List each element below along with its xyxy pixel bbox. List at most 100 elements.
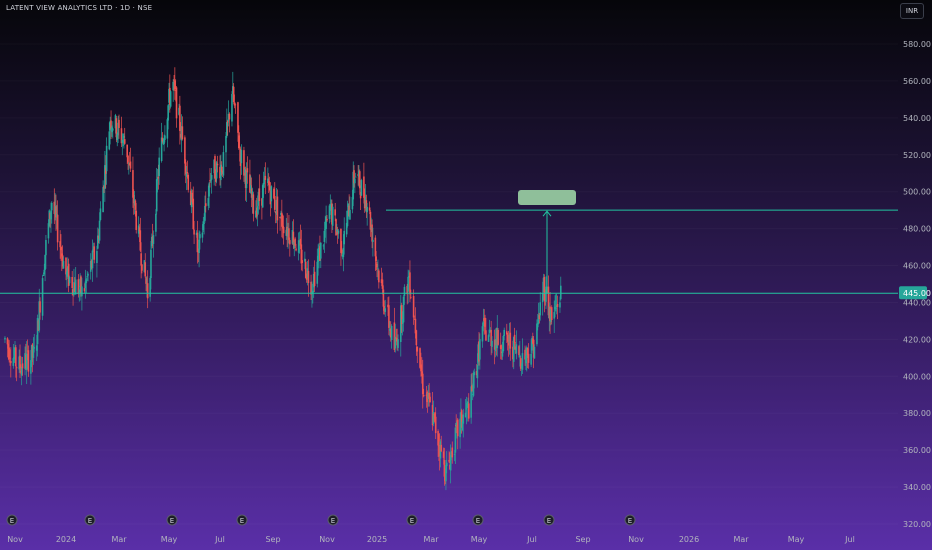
candle: [364, 184, 367, 212]
candle: [531, 336, 533, 354]
candle-body: [348, 205, 350, 217]
candle: [352, 161, 355, 207]
candle: [297, 232, 300, 261]
candle: [437, 429, 439, 457]
candle: [268, 176, 271, 192]
candle-body: [164, 135, 166, 140]
candle: [251, 187, 254, 214]
candle-body: [56, 214, 59, 243]
earnings-marker[interactable]: E: [406, 514, 418, 526]
candle-body: [72, 289, 74, 295]
candle: [555, 293, 557, 312]
currency-button[interactable]: INR: [900, 3, 924, 19]
candle-body: [201, 232, 204, 238]
candle: [86, 271, 88, 282]
candle-body: [20, 366, 23, 376]
candle-body: [351, 197, 354, 210]
candle: [175, 85, 178, 128]
candle-body: [169, 91, 172, 107]
candle: [419, 347, 421, 369]
target-arrow-head: [542, 210, 552, 217]
candle: [553, 300, 556, 333]
candle-body: [151, 235, 154, 244]
candle-body: [281, 225, 284, 229]
earnings-marker[interactable]: E: [327, 514, 339, 526]
horizontal-levels[interactable]: [0, 209, 898, 294]
candle-body: [442, 451, 445, 458]
candle: [190, 188, 193, 214]
target-label-box[interactable]: [518, 190, 576, 205]
candle-body: [156, 177, 159, 181]
candle: [420, 352, 422, 377]
candle-body: [555, 305, 558, 307]
candle-body: [395, 337, 398, 339]
candle: [196, 220, 199, 264]
candle: [123, 127, 126, 145]
candle: [25, 343, 27, 371]
candle-body: [331, 206, 334, 226]
candle-body: [402, 296, 405, 323]
candle-body: [102, 187, 104, 213]
earnings-marker[interactable]: E: [84, 514, 96, 526]
candle: [499, 332, 502, 360]
candle-body: [503, 329, 505, 336]
earnings-marker[interactable]: E: [6, 514, 18, 526]
candle-body: [544, 300, 546, 302]
candle-body: [506, 334, 509, 342]
candle-body: [204, 203, 207, 207]
candle: [341, 252, 344, 260]
candle-body: [393, 322, 396, 350]
candle: [526, 347, 529, 369]
candle-body: [44, 254, 46, 270]
candle-body: [331, 203, 333, 225]
candle: [47, 219, 50, 244]
candle-body: [312, 290, 314, 293]
target-projection[interactable]: [518, 190, 576, 294]
price-axis[interactable]: 580.00 560.00 540.00 520.00 500.00 480.00 460.…: [899, 40, 931, 529]
candle-body: [196, 232, 199, 253]
candle-body: [422, 394, 425, 397]
candle: [15, 366, 18, 382]
candle: [98, 212, 101, 244]
candle-body: [467, 403, 470, 419]
candle-body: [369, 211, 372, 230]
candle-body: [80, 276, 82, 294]
x-tick-label: Nov: [7, 535, 23, 544]
earnings-marker[interactable]: E: [624, 514, 636, 526]
candle: [381, 272, 384, 295]
candle: [275, 187, 278, 224]
candle: [4, 336, 6, 344]
earnings-marker[interactable]: E: [236, 514, 248, 526]
x-tick-label: Mar: [733, 535, 749, 544]
current-price-badge[interactable]: [899, 286, 927, 300]
candle: [21, 356, 24, 376]
candle-body: [231, 94, 233, 122]
candle: [262, 171, 265, 198]
candle-body: [144, 262, 147, 277]
candle-body: [42, 274, 45, 276]
candle: [180, 114, 183, 153]
candle: [226, 108, 228, 138]
x-tick-label: 2025: [367, 535, 387, 544]
earnings-marker[interactable]: E: [472, 514, 484, 526]
earnings-marker[interactable]: E: [543, 514, 555, 526]
time-axis[interactable]: Nov 2024 Mar May Jul Sep Nov 2025 Mar May Jul Sep No…: [7, 535, 855, 544]
candle: [72, 288, 74, 306]
candle-body: [330, 204, 332, 211]
candle: [399, 294, 402, 357]
candle-body: [50, 210, 52, 220]
candle-body: [289, 240, 291, 245]
earnings-marker[interactable]: E: [166, 514, 178, 526]
candle-body: [215, 162, 218, 179]
candle: [104, 155, 107, 189]
candle: [294, 236, 296, 249]
candle-body: [118, 119, 120, 128]
candle-body: [161, 137, 164, 142]
candle-body: [409, 272, 411, 295]
candle: [256, 195, 259, 227]
candle-body: [495, 339, 498, 346]
candle-body: [453, 453, 456, 455]
candle: [120, 116, 123, 147]
